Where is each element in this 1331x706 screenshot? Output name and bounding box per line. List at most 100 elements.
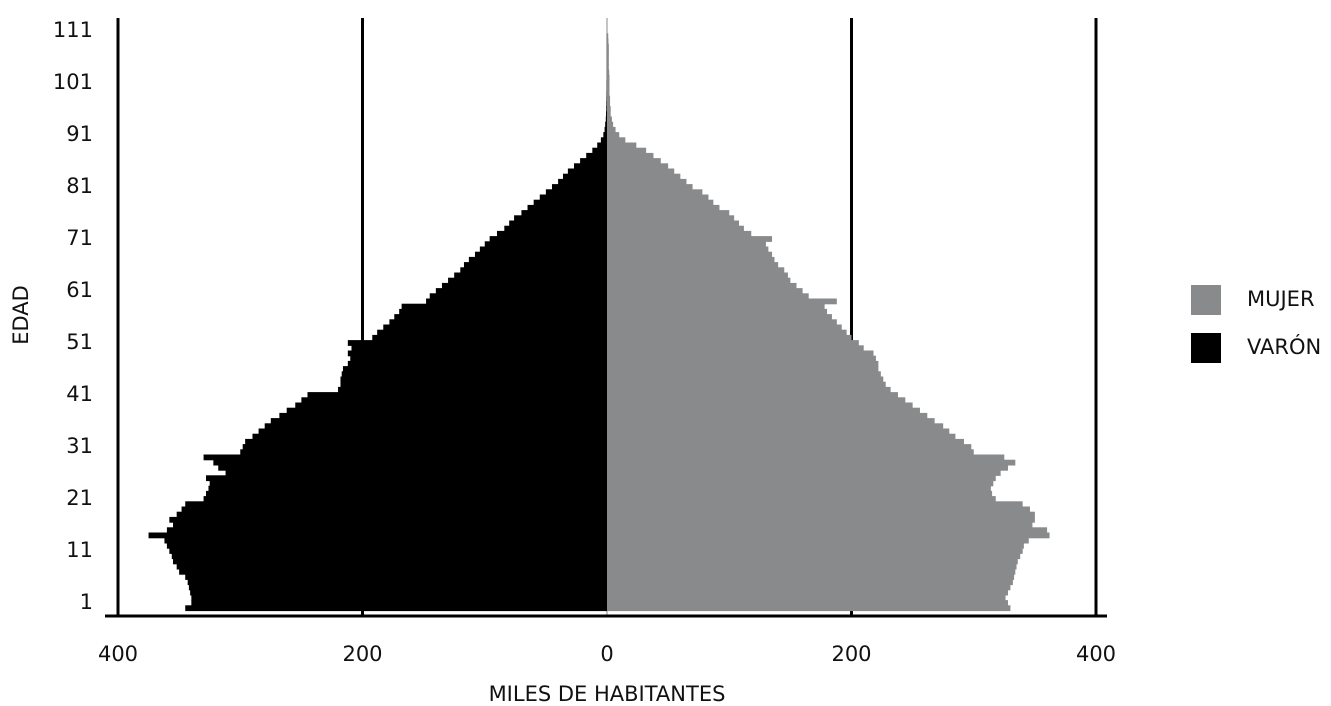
male-bar <box>209 480 607 487</box>
female-bar <box>607 69 610 76</box>
female-bar <box>607 511 1035 518</box>
male-bar <box>399 308 607 315</box>
female-bar <box>607 329 847 336</box>
male-bar <box>190 589 607 596</box>
female-bar <box>607 490 993 497</box>
female-bar <box>607 85 610 92</box>
male-bar <box>206 475 607 482</box>
y-tick-label: 11 <box>66 538 93 562</box>
female-bar <box>607 386 891 393</box>
female-bar <box>607 568 1016 575</box>
male-bar <box>597 142 607 149</box>
female-bar <box>607 381 886 388</box>
male-bar <box>372 334 607 341</box>
male-bar <box>166 542 607 549</box>
female-bar <box>607 38 609 45</box>
x-tick-label: 0 <box>600 642 613 666</box>
y-tick-label: 41 <box>66 382 93 406</box>
female-bar <box>607 251 773 258</box>
male-bar <box>169 516 607 523</box>
male-bar <box>286 407 607 414</box>
female-bar <box>607 496 996 502</box>
female-bar <box>607 43 609 50</box>
female-bar <box>607 563 1017 570</box>
female-bar <box>607 262 779 268</box>
male-bar <box>605 116 607 123</box>
female-bar <box>607 54 609 60</box>
female-bar <box>607 574 1015 580</box>
female-bar <box>607 605 1011 612</box>
male-bar <box>338 386 607 393</box>
male-bar <box>252 433 607 440</box>
female-bar <box>607 246 769 253</box>
male-bar <box>270 418 607 424</box>
female-bar <box>607 366 879 372</box>
female-bar <box>607 319 837 326</box>
male-bar <box>203 496 607 502</box>
female-bar <box>607 121 614 128</box>
female-bar <box>607 334 852 341</box>
female-bar <box>607 594 1006 601</box>
y-tick-label: 51 <box>66 330 93 354</box>
female-bar <box>607 303 825 310</box>
female-bar <box>607 163 669 170</box>
female-bar <box>607 548 1023 554</box>
male-bar <box>484 241 607 248</box>
female-bar <box>607 516 1035 523</box>
female-bar <box>607 360 879 367</box>
female-bar <box>607 95 611 102</box>
female-bar <box>607 340 859 346</box>
female-bar <box>607 90 610 97</box>
male-bar <box>401 303 607 310</box>
y-tick-label: 111 <box>53 18 93 42</box>
male-bar <box>514 215 607 222</box>
female-bar <box>607 454 1005 461</box>
y-tick-label: 71 <box>66 226 93 250</box>
male-bar <box>301 397 607 404</box>
y-tick-label: 101 <box>53 70 93 94</box>
male-bar <box>460 267 607 274</box>
male-bar <box>245 438 607 445</box>
male-bar <box>179 568 607 575</box>
male-bar <box>191 594 607 601</box>
female-bar <box>607 600 1008 606</box>
male-bar <box>242 444 607 450</box>
male-bar <box>509 220 607 227</box>
male-bar <box>213 459 608 466</box>
female-bar <box>607 589 1008 596</box>
male-bar <box>340 381 607 388</box>
male-bar <box>185 574 608 580</box>
male-bar <box>169 548 607 554</box>
male-bar <box>377 329 607 336</box>
y-tick-label: 81 <box>66 174 93 198</box>
male-bar <box>279 412 607 419</box>
male-bar <box>429 293 607 300</box>
male-bar <box>539 194 607 201</box>
female-bar <box>607 464 1008 471</box>
male-bar <box>426 298 607 305</box>
female-bar <box>607 48 609 55</box>
legend-label: MUJER <box>1247 287 1315 311</box>
male-bar <box>586 152 607 159</box>
female-bar <box>607 189 703 196</box>
female-bar <box>607 423 944 430</box>
male-bar <box>340 376 607 383</box>
male-bar <box>562 173 607 180</box>
female-bar <box>607 184 693 190</box>
male-bar <box>567 168 607 175</box>
female-bar <box>607 204 720 211</box>
male-bar <box>463 262 607 268</box>
female-bar <box>607 132 620 138</box>
female-bar <box>607 241 766 248</box>
male-bar <box>203 454 607 461</box>
female-bar <box>607 485 991 492</box>
male-bar <box>489 236 607 242</box>
female-bar <box>607 350 874 357</box>
female-bar <box>607 173 681 180</box>
male-bar <box>225 470 607 476</box>
female-bar <box>607 392 898 398</box>
male-bar <box>347 350 607 357</box>
female-bar <box>607 371 881 378</box>
female-bar <box>607 199 714 206</box>
